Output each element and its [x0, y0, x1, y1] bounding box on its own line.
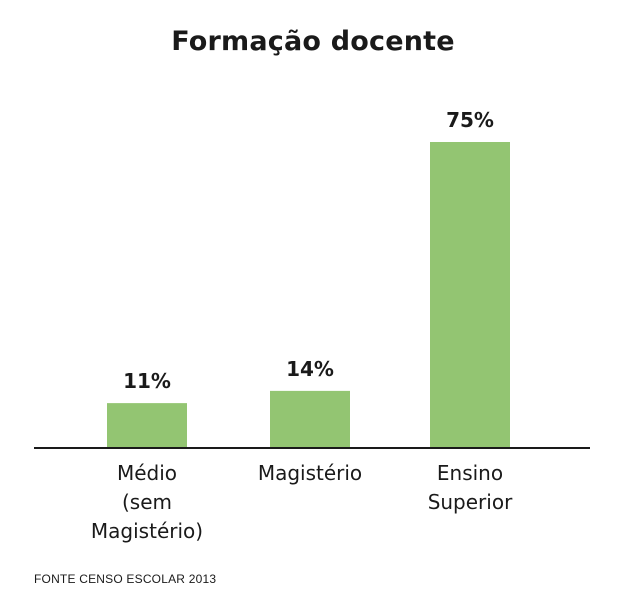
bar-1 — [270, 390, 350, 448]
category-label-line: Magistério) — [91, 519, 203, 543]
category-label-line: Médio — [117, 461, 177, 485]
category-label-line: Ensino — [437, 461, 503, 485]
category-label-line: Magistério — [258, 461, 362, 485]
chart-title: Formação docente — [171, 26, 455, 57]
value-labels-layer: 11% 14% 75% — [123, 108, 494, 393]
category-labels-layer: Médio (sem Magistério) Magistério Ensino Supe… — [91, 461, 513, 543]
category-label-1: Magistério — [258, 461, 362, 485]
category-label-line: (sem — [122, 490, 172, 514]
bars-layer — [107, 142, 510, 448]
category-label-0: Médio (sem Magistério) — [91, 461, 203, 543]
bar-0 — [107, 403, 187, 448]
source-note: FONTE CENSO ESCOLAR 2013 — [34, 572, 217, 586]
bar-2 — [430, 142, 510, 448]
value-label-2: 75% — [446, 108, 494, 132]
category-label-2: Ensino Superior — [428, 461, 513, 514]
value-label-1: 14% — [286, 357, 334, 381]
category-label-line: Superior — [428, 490, 513, 514]
value-label-0: 11% — [123, 369, 171, 393]
